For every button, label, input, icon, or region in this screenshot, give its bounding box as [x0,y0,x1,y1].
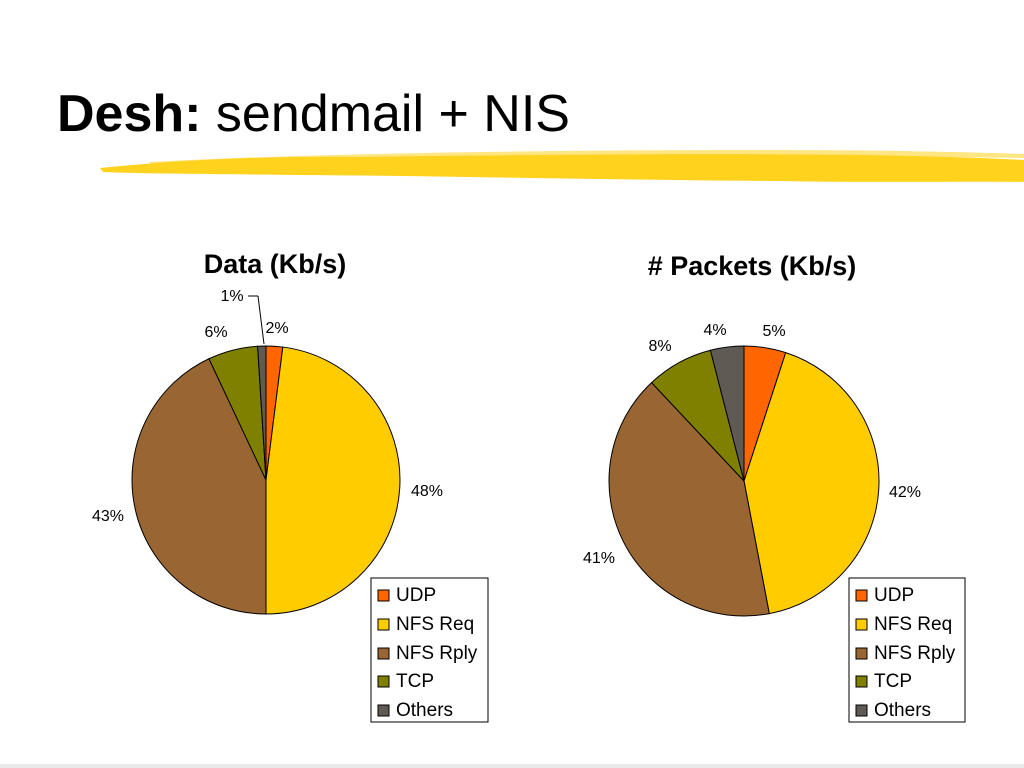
pie-label-udp: 5% [762,323,785,340]
legend-swatch-others [855,704,868,717]
pie-slice-nfs-req [743,351,880,615]
pie-label-nfs-req: 42% [889,484,921,501]
legend-label-others: Others [874,700,931,721]
pie-label-nfs-rply: 43% [92,508,124,525]
pie-slice-nfs-rply [608,381,770,617]
legend-swatch-nfs-rply [377,647,390,660]
slide-title-rest: sendmail + NIS [201,85,570,143]
pie-label-others: 1% [220,288,243,305]
legend-label-tcp: TCP [874,671,912,692]
chart-title: # Packets (Kb/s) [648,251,857,281]
pie-label-tcp: 8% [648,338,671,355]
legend-label-others: Others [396,700,453,721]
legend-swatch-nfs-rply [855,647,868,660]
legend-swatch-udp [855,589,868,602]
pie-label-others: 4% [703,322,726,339]
chart-legend: UDP NFS Req NFS Rply TCP Others [370,577,489,723]
pie-label-nfs-rply: 41% [583,550,615,567]
pie-slice-others [257,345,267,481]
legend-swatch-tcp [855,675,868,688]
chart-title: Data (Kb/s) [204,249,347,279]
slide-title-bold: Desh: [57,85,202,143]
legend-label-udp: UDP [874,585,914,606]
pie-label-udp: 2% [265,320,288,337]
pie-slice-nfs-rply [131,358,267,615]
slide-title: Desh: sendmail + NIS [57,80,570,148]
legend-swatch-udp [377,589,390,602]
legend-label-udp: UDP [396,585,436,606]
pie-label-tcp: 6% [204,324,227,341]
footer-divider [0,764,1024,768]
leader-line [257,295,265,345]
legend-swatch-nfs-req [377,618,390,631]
legend-label-nfs-rply: NFS Rply [874,643,956,664]
chart-legend: UDP NFS Req NFS Rply TCP Others [848,577,966,723]
legend-swatch-nfs-req [855,618,868,631]
legend-label-nfs-rply: NFS Rply [396,643,478,664]
legend-label-nfs-req: NFS Req [874,614,952,635]
pie-slice-others [709,345,745,482]
pie-slice-nfs-req [265,346,401,615]
legend-label-nfs-req: NFS Req [396,614,474,635]
pie-label-nfs-req: 48% [411,483,443,500]
legend-swatch-others [377,704,390,717]
legend-label-tcp: TCP [396,671,434,692]
legend-swatch-tcp [377,675,390,688]
highlight-brush-stroke [100,150,1024,182]
